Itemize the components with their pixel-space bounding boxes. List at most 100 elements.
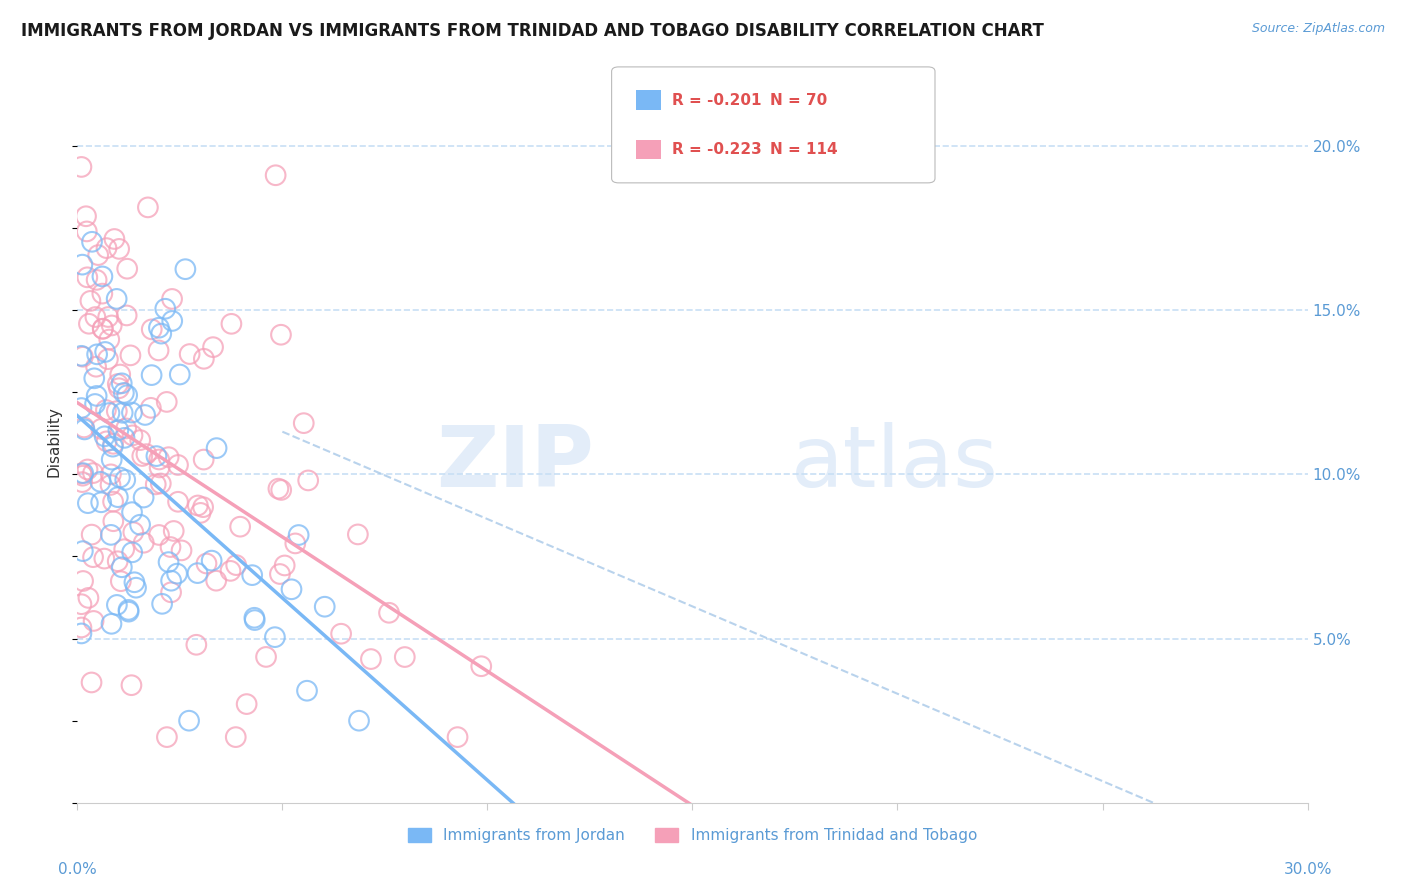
Immigrants from Trinidad and Tobago	[120, 678, 142, 692]
Immigrants from Jordan	[186, 566, 208, 581]
Text: ZIP: ZIP	[436, 422, 595, 505]
Immigrants from Jordan	[100, 528, 122, 542]
Immigrants from Trinidad and Tobago	[235, 697, 257, 711]
Text: IMMIGRANTS FROM JORDAN VS IMMIGRANTS FROM TRINIDAD AND TOBAGO DISABILITY CORRELA: IMMIGRANTS FROM JORDAN VS IMMIGRANTS FRO…	[21, 22, 1045, 40]
Immigrants from Trinidad and Tobago	[110, 368, 132, 382]
Immigrants from Trinidad and Tobago	[70, 160, 93, 174]
Immigrants from Jordan	[129, 517, 152, 532]
Immigrants from Jordan	[72, 544, 94, 558]
Immigrants from Trinidad and Tobago	[193, 452, 215, 467]
Immigrants from Trinidad and Tobago	[77, 591, 100, 605]
Immigrants from Trinidad and Tobago	[112, 542, 135, 557]
Immigrants from Trinidad and Tobago	[264, 168, 287, 182]
Immigrants from Trinidad and Tobago	[98, 333, 121, 347]
Immigrants from Jordan	[150, 326, 173, 341]
Immigrants from Jordan	[105, 292, 128, 306]
Text: N = 114: N = 114	[770, 142, 838, 157]
Immigrants from Trinidad and Tobago	[163, 524, 186, 538]
Immigrants from Trinidad and Tobago	[347, 527, 370, 541]
Immigrants from Trinidad and Tobago	[225, 730, 247, 744]
Immigrants from Trinidad and Tobago	[254, 649, 277, 664]
Immigrants from Trinidad and Tobago	[470, 659, 492, 673]
Immigrants from Trinidad and Tobago	[229, 519, 252, 533]
Text: R = -0.201: R = -0.201	[672, 93, 762, 108]
Immigrants from Trinidad and Tobago	[94, 403, 117, 417]
Immigrants from Trinidad and Tobago	[141, 322, 163, 336]
Immigrants from Trinidad and Tobago	[131, 449, 153, 463]
Immigrants from Trinidad and Tobago	[191, 500, 214, 515]
Immigrants from Jordan	[141, 368, 163, 383]
Immigrants from Jordan	[80, 235, 103, 249]
Immigrants from Jordan	[150, 597, 173, 611]
Immigrants from Trinidad and Tobago	[100, 318, 122, 333]
Immigrants from Jordan	[201, 554, 224, 568]
Immigrants from Trinidad and Tobago	[110, 574, 132, 589]
Immigrants from Trinidad and Tobago	[190, 506, 212, 520]
Immigrants from Jordan	[114, 431, 136, 445]
Immigrants from Trinidad and Tobago	[160, 585, 183, 599]
Immigrants from Trinidad and Tobago	[193, 351, 215, 366]
Immigrants from Trinidad and Tobago	[394, 650, 416, 665]
Immigrants from Jordan	[94, 345, 117, 359]
Immigrants from Trinidad and Tobago	[156, 395, 179, 409]
Immigrants from Trinidad and Tobago	[149, 460, 172, 475]
Immigrants from Trinidad and Tobago	[120, 348, 142, 362]
Immigrants from Trinidad and Tobago	[378, 606, 401, 620]
Immigrants from Trinidad and Tobago	[79, 293, 101, 308]
Immigrants from Trinidad and Tobago	[70, 467, 93, 481]
Immigrants from Jordan	[118, 605, 141, 619]
Immigrants from Jordan	[160, 574, 183, 588]
Immigrants from Jordan	[121, 505, 143, 519]
Immigrants from Trinidad and Tobago	[205, 574, 228, 588]
Immigrants from Trinidad and Tobago	[77, 317, 100, 331]
Immigrants from Jordan	[314, 599, 336, 614]
Immigrants from Jordan	[72, 466, 94, 480]
Immigrants from Trinidad and Tobago	[86, 273, 108, 287]
Y-axis label: Disability: Disability	[46, 406, 62, 477]
Text: N = 70: N = 70	[770, 93, 828, 108]
Immigrants from Trinidad and Tobago	[83, 614, 105, 628]
Immigrants from Trinidad and Tobago	[270, 483, 292, 497]
Immigrants from Trinidad and Tobago	[270, 327, 292, 342]
Immigrants from Trinidad and Tobago	[122, 525, 145, 540]
Immigrants from Trinidad and Tobago	[84, 359, 107, 374]
Immigrants from Trinidad and Tobago	[80, 675, 103, 690]
Immigrants from Jordan	[111, 406, 134, 420]
Text: R = -0.223: R = -0.223	[672, 142, 762, 157]
Text: Source: ZipAtlas.com: Source: ZipAtlas.com	[1251, 22, 1385, 36]
Immigrants from Trinidad and Tobago	[108, 381, 131, 395]
Immigrants from Trinidad and Tobago	[70, 620, 93, 634]
Immigrants from Jordan	[107, 423, 129, 437]
Immigrants from Jordan	[264, 630, 287, 644]
Immigrants from Jordan	[111, 560, 134, 574]
Immigrants from Trinidad and Tobago	[97, 310, 120, 324]
Immigrants from Jordan	[70, 626, 93, 640]
Immigrants from Jordan	[112, 385, 135, 400]
Immigrants from Trinidad and Tobago	[103, 232, 125, 246]
Immigrants from Jordan	[160, 314, 183, 328]
Immigrants from Jordan	[72, 258, 94, 272]
Immigrants from Trinidad and Tobago	[179, 347, 201, 361]
Immigrants from Jordan	[240, 568, 263, 582]
Immigrants from Jordan	[174, 262, 197, 277]
Immigrants from Trinidad and Tobago	[129, 433, 152, 447]
Immigrants from Trinidad and Tobago	[167, 458, 190, 472]
Immigrants from Jordan	[105, 598, 128, 612]
Immigrants from Jordan	[132, 491, 155, 505]
Immigrants from Trinidad and Tobago	[148, 343, 170, 358]
Immigrants from Trinidad and Tobago	[97, 352, 120, 367]
Immigrants from Trinidad and Tobago	[107, 554, 129, 568]
Immigrants from Trinidad and Tobago	[91, 286, 114, 301]
Immigrants from Trinidad and Tobago	[115, 421, 138, 435]
Immigrants from Jordan	[287, 528, 309, 542]
Immigrants from Trinidad and Tobago	[187, 499, 209, 513]
Immigrants from Jordan	[169, 368, 191, 382]
Immigrants from Jordan	[166, 566, 188, 581]
Immigrants from Trinidad and Tobago	[73, 420, 96, 434]
Immigrants from Jordan	[90, 495, 112, 509]
Immigrants from Jordan	[125, 581, 148, 595]
Immigrants from Jordan	[121, 406, 143, 420]
Text: atlas: atlas	[792, 422, 998, 505]
Immigrants from Trinidad and Tobago	[360, 652, 382, 666]
Immigrants from Jordan	[280, 582, 302, 597]
